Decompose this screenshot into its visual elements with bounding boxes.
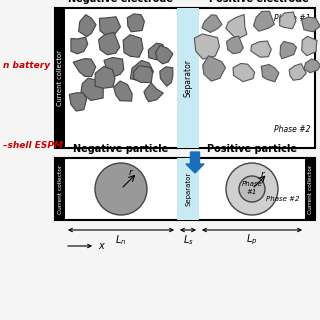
Text: Current collector: Current collector [308,164,313,214]
Polygon shape [202,15,222,32]
Polygon shape [304,59,320,73]
Polygon shape [302,36,317,56]
Polygon shape [131,60,154,82]
Text: Positive electrode: Positive electrode [209,0,309,4]
Bar [55,158,65,220]
Circle shape [95,163,147,215]
Polygon shape [261,64,279,82]
Polygon shape [144,83,163,102]
Text: Negative particle: Negative particle [73,144,169,154]
Polygon shape [156,45,173,64]
Text: $x$: $x$ [98,241,106,251]
Text: Current collector: Current collector [58,164,62,214]
Polygon shape [203,56,226,81]
FancyArrow shape [186,152,204,173]
Polygon shape [99,32,120,55]
Text: $L_n$: $L_n$ [116,233,127,247]
Polygon shape [73,59,96,76]
Polygon shape [226,14,247,39]
Bar [55,8,65,148]
Polygon shape [289,64,306,80]
Text: Current collector: Current collector [57,50,63,106]
Text: Phase #1: Phase #1 [275,14,311,23]
Polygon shape [100,17,121,39]
Polygon shape [280,42,297,59]
Polygon shape [81,78,103,100]
Text: $L_s$: $L_s$ [183,233,193,247]
Text: Separator: Separator [183,59,193,97]
Polygon shape [79,15,96,37]
Bar [305,158,315,220]
Polygon shape [69,93,87,111]
Text: Separator: Separator [185,172,191,206]
Text: –shell ESPM: –shell ESPM [3,140,63,149]
Circle shape [226,163,278,215]
Text: r: r [128,168,132,177]
Text: Phase #2: Phase #2 [266,196,300,202]
Polygon shape [95,67,115,88]
Polygon shape [114,81,132,101]
Text: Phase #2: Phase #2 [275,125,311,134]
Text: r: r [260,170,264,179]
Polygon shape [123,35,143,57]
Bar [55,8,315,148]
Circle shape [239,176,265,202]
Bar [55,158,315,220]
Polygon shape [104,58,124,77]
Text: n battery: n battery [3,60,50,69]
Text: Phase
#1: Phase #1 [242,181,262,195]
Polygon shape [71,37,88,54]
Polygon shape [148,43,165,60]
Text: Negative electrode: Negative electrode [68,0,173,4]
Polygon shape [227,36,243,54]
Polygon shape [280,12,296,29]
Bar [177,158,199,220]
Polygon shape [301,17,320,32]
Text: Positive particle: Positive particle [207,144,297,154]
Text: $L_p$: $L_p$ [246,233,258,247]
Polygon shape [160,67,173,86]
Polygon shape [251,41,271,57]
Polygon shape [253,11,274,31]
Polygon shape [127,14,144,32]
Polygon shape [134,66,153,83]
Polygon shape [233,63,255,82]
Bar [177,8,199,148]
Polygon shape [195,34,220,59]
